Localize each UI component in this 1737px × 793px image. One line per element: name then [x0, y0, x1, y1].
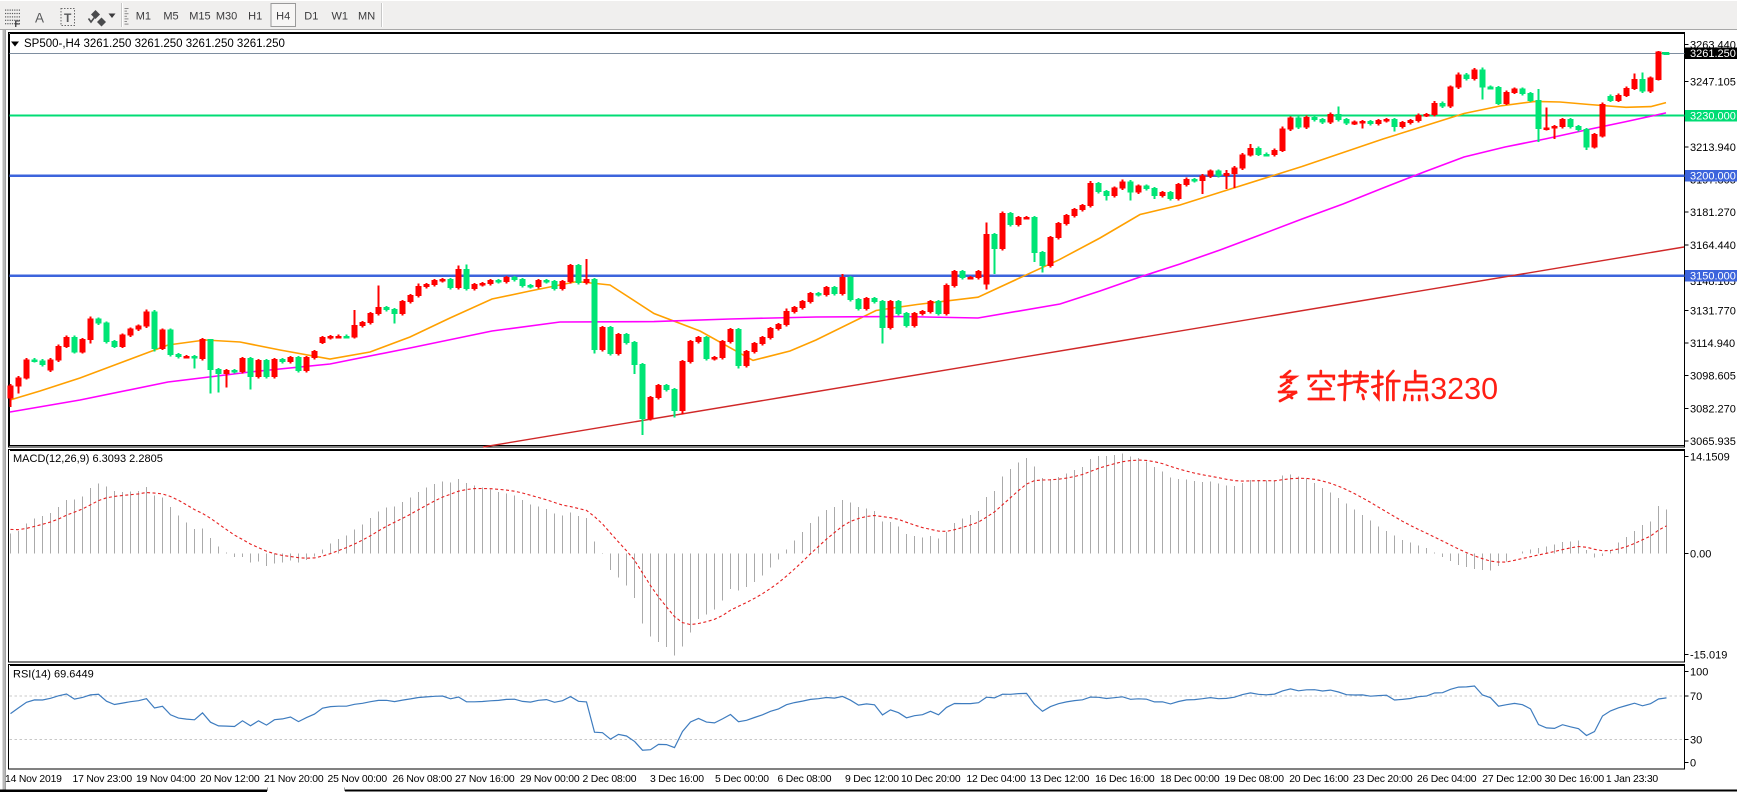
svg-text:25 Nov 00:00: 25 Nov 00:00	[328, 774, 388, 785]
svg-text:3200.000: 3200.000	[1690, 171, 1736, 183]
svg-text:MN: MN	[358, 11, 375, 23]
svg-text:3098.605: 3098.605	[1690, 371, 1736, 383]
svg-text:12 Dec 04:00: 12 Dec 04:00	[966, 774, 1026, 785]
svg-text:3181.270: 3181.270	[1690, 207, 1736, 219]
svg-text:0.00: 0.00	[1690, 549, 1711, 561]
svg-text:-15.019: -15.019	[1690, 650, 1727, 662]
svg-text:M30: M30	[216, 11, 237, 23]
svg-text:30: 30	[1690, 735, 1702, 747]
svg-text:20 Nov 12:00: 20 Nov 12:00	[200, 774, 260, 785]
svg-text:70: 70	[1690, 691, 1702, 703]
svg-text:SP500-,H4 3261.250 3261.250 3: SP500-,H4 3261.250 3261.250 3261.250 326…	[24, 38, 285, 50]
svg-text:1 Jan 23:30: 1 Jan 23:30	[1606, 774, 1659, 785]
svg-text:100: 100	[1690, 667, 1708, 679]
svg-text:2 Dec 08:00: 2 Dec 08:00	[583, 774, 637, 785]
svg-text:3150.000: 3150.000	[1690, 271, 1736, 283]
svg-text:3230: 3230	[1430, 372, 1498, 406]
svg-text:MACD(12,26,9) 6.3093 2.2805: MACD(12,26,9) 6.3093 2.2805	[13, 453, 163, 465]
svg-text:A: A	[35, 11, 44, 26]
svg-text:14.1509: 14.1509	[1690, 452, 1730, 464]
svg-text:29 Nov 00:00: 29 Nov 00:00	[520, 774, 580, 785]
svg-text:D1: D1	[304, 11, 318, 23]
svg-text:H1: H1	[248, 11, 262, 23]
svg-text:3082.270: 3082.270	[1690, 403, 1736, 415]
svg-text:19 Nov 04:00: 19 Nov 04:00	[136, 774, 196, 785]
svg-text:21 Nov 20:00: 21 Nov 20:00	[264, 774, 324, 785]
svg-text:26 Nov 08:00: 26 Nov 08:00	[393, 774, 453, 785]
svg-text:19 Dec 08:00: 19 Dec 08:00	[1224, 774, 1284, 785]
svg-text:M15: M15	[189, 11, 210, 23]
svg-text:26 Dec 04:00: 26 Dec 04:00	[1417, 774, 1477, 785]
svg-text:13 Dec 12:00: 13 Dec 12:00	[1030, 774, 1090, 785]
svg-text:3 Dec 16:00: 3 Dec 16:00	[650, 774, 704, 785]
svg-text:W1: W1	[332, 11, 349, 23]
svg-text:0: 0	[1690, 757, 1696, 769]
svg-text:16 Dec 16:00: 16 Dec 16:00	[1095, 774, 1155, 785]
svg-text:27 Dec 12:00: 27 Dec 12:00	[1482, 774, 1542, 785]
svg-text:3114.940: 3114.940	[1690, 338, 1735, 350]
svg-text:23 Dec 20:00: 23 Dec 20:00	[1353, 774, 1413, 785]
svg-text:6 Dec 08:00: 6 Dec 08:00	[778, 774, 832, 785]
svg-text:3230.000: 3230.000	[1690, 111, 1736, 123]
svg-text:3261.250: 3261.250	[1690, 48, 1736, 60]
svg-text:M5: M5	[163, 11, 178, 23]
svg-text:H4: H4	[276, 11, 290, 23]
svg-text:RSI(14) 69.6449: RSI(14) 69.6449	[13, 669, 94, 681]
svg-text:3213.940: 3213.940	[1690, 142, 1736, 154]
svg-text:27 Nov 16:00: 27 Nov 16:00	[455, 774, 515, 785]
svg-text:T: T	[64, 11, 72, 25]
svg-text:20 Dec 16:00: 20 Dec 16:00	[1289, 774, 1349, 785]
svg-text:14 Nov 2019: 14 Nov 2019	[5, 774, 62, 785]
svg-text:10 Dec 20:00: 10 Dec 20:00	[901, 774, 961, 785]
svg-text:9 Dec 12:00: 9 Dec 12:00	[845, 774, 899, 785]
svg-text:17 Nov 23:00: 17 Nov 23:00	[73, 774, 133, 785]
svg-text:3131.770: 3131.770	[1690, 305, 1736, 317]
svg-text:5 Dec 00:00: 5 Dec 00:00	[715, 774, 769, 785]
svg-text:3164.440: 3164.440	[1690, 240, 1736, 252]
svg-text:3247.105: 3247.105	[1690, 76, 1736, 88]
svg-text:18 Dec 00:00: 18 Dec 00:00	[1160, 774, 1220, 785]
svg-text:F: F	[15, 19, 21, 29]
svg-text:3065.935: 3065.935	[1690, 436, 1736, 448]
svg-text:30 Dec 16:00: 30 Dec 16:00	[1545, 774, 1605, 785]
svg-text:M1: M1	[136, 11, 151, 23]
